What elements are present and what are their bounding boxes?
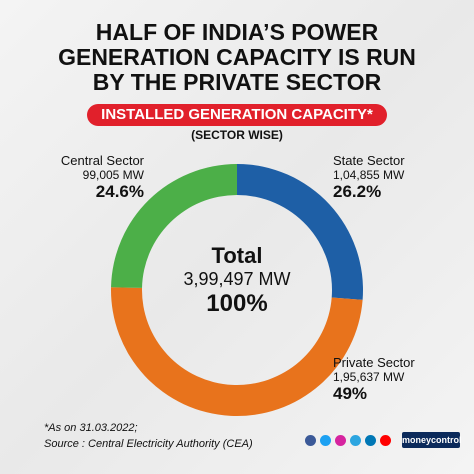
donut-slice bbox=[111, 164, 237, 288]
value-label: 49% bbox=[333, 384, 368, 403]
footnote: *As on 31.03.2022; bbox=[44, 422, 138, 434]
category-name: Private Sector bbox=[333, 355, 415, 370]
capacity-label: 99,005 MW bbox=[82, 168, 144, 182]
slice-label: State Sector 1,04,855 MW 26.2% bbox=[333, 153, 405, 202]
value-label: 26.2% bbox=[333, 182, 382, 201]
category-name: State Sector bbox=[333, 153, 405, 168]
footnote-block: *As on 31.03.2022; Source : Central Elec… bbox=[44, 420, 253, 452]
donut-slice bbox=[110, 287, 363, 417]
donut-slice bbox=[237, 164, 363, 300]
subtitle: INSTALLED GENERATION CAPACITY* bbox=[87, 104, 387, 126]
capacity-label: 1,04,855 MW bbox=[333, 168, 405, 182]
total-capacity: 3,99,497 MW bbox=[183, 269, 291, 289]
value-label: 24.6% bbox=[95, 182, 144, 201]
total-percent: 100% bbox=[206, 290, 268, 317]
category-name: Central Sector bbox=[60, 153, 144, 168]
icon bbox=[380, 435, 391, 446]
subtitle-2: (SECTOR WISE) bbox=[191, 128, 283, 142]
slice-label: Central Sector 99,005 MW 24.6% bbox=[44, 153, 144, 202]
icon bbox=[350, 435, 361, 446]
center-label: Total 3,99,497 MW 100% bbox=[137, 243, 337, 318]
total-label: Total bbox=[211, 243, 263, 268]
icon bbox=[305, 435, 316, 446]
icon bbox=[365, 435, 376, 446]
chart-title: HALF OF INDIA’S POWER GENERATION CAPACIT… bbox=[58, 19, 416, 95]
capacity-label: 1,95,637 MW bbox=[333, 370, 405, 384]
icon bbox=[335, 435, 346, 446]
slice-label: Private Sector 1,95,637 MW 49% bbox=[333, 355, 415, 404]
icon bbox=[320, 435, 331, 446]
brand-logo: moneycontrol bbox=[402, 432, 462, 448]
source: Source : Central Electricity Authority (… bbox=[44, 438, 253, 450]
